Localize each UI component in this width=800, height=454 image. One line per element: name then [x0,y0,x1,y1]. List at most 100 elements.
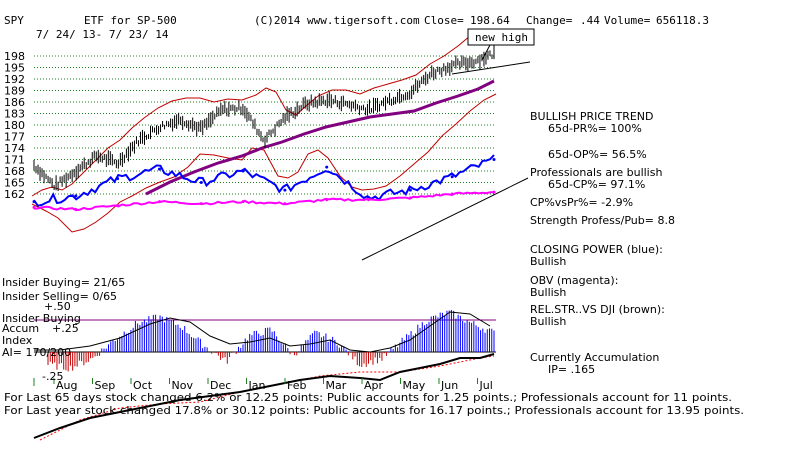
price-tick-label: 162 [4,188,25,201]
series-point [450,175,454,179]
series-point [241,169,245,173]
accumulation-status: Currently Accumulation [530,351,659,364]
rel-strength-status: Bullish [530,315,566,328]
price-tick-label: 171 [4,154,25,167]
new-high-callout: new high [475,31,528,44]
series-point [116,204,120,207]
series-point [450,192,454,196]
series-point [74,194,78,198]
accumulation-index-ai: AI= 170/200 [2,346,71,359]
insider-buying-count: Insider Buying= 21/65 [2,276,125,289]
series-point [241,200,245,204]
new-high-pointer [481,44,491,61]
closing-power-points [32,158,496,204]
closing-power-label: CLOSING POWER (blue): [530,243,663,256]
price-tick-label: 195 [4,62,25,75]
pr-percent: 65d-PR%= 100% [548,122,642,135]
cp-vs-pr: CP%vsPr%= -2.9% [530,196,633,209]
rel-strength-label: REL.STR..VS DJI (brown): [530,303,665,316]
series-point [367,198,371,202]
price-tick-label: 189 [4,85,25,98]
month-tick-label: Jul [479,379,493,392]
accum-title-accum: Accum [2,322,39,335]
series-point [408,196,412,200]
footer-year-summary: For Last year stock changed 17.8% or 30.… [4,404,744,417]
accum-title-insider-buying: Insider Buying [2,312,81,325]
series-point [157,200,161,204]
month-tick-label: Aug [56,379,77,392]
price-trend-line [451,61,531,75]
series-point [32,200,36,204]
price-trend-status: BULLISH PRICE TREND [530,110,654,123]
series-point [325,165,329,169]
series-point [199,202,203,206]
change-value: .44 [580,14,600,27]
strength-profess-pub: Strength Profess/Pub= 8.8 [530,214,675,227]
copyright: (C)2014 www.tigersoft.com [254,14,420,27]
series-point [74,207,78,211]
rel-strength-black-line [33,353,495,439]
footer-65-day-summary: For Last 65 days stock changed 6.2% or 1… [4,391,732,404]
series-point [408,188,412,192]
month-tick-label: Mar [326,379,347,392]
lower-band [31,93,497,233]
month-tick-label: Oct [133,379,153,392]
etf-label: ETF for SP-500 [84,14,177,27]
volume-label: Volume= [604,14,651,27]
price-tick-label: 168 [4,165,25,178]
price-tick-label: 186 [4,96,25,109]
accum-plus-25-label: +.25 [52,322,79,335]
accumulation-histogram [47,310,495,372]
moving-average-line [145,79,495,196]
insider-selling-count: Insider Selling= 0/65 [2,290,117,303]
change-label: Change= [526,14,573,27]
obv-points [32,190,496,211]
obv-label: OBV (magenta): [530,274,618,287]
series-point [283,202,287,206]
series-point [283,188,287,192]
price-tick-label: 183 [4,108,25,121]
series-point [32,205,36,209]
accum-minus-25-label: -.25 [42,370,63,383]
ip-value: IP= .165 [548,363,595,376]
price-bars [33,45,495,191]
new-high-callout-box [467,28,535,46]
series-point [116,177,120,181]
accum-plus-50-label: +.50 [44,300,71,313]
price-tick-label: 198 [4,50,25,63]
volume-value: 656118.3 [656,14,709,27]
price-tick-label: 174 [4,142,25,155]
series-point [157,167,161,171]
close-label: Close= [424,14,464,27]
closing-power-status: Bullish [530,255,566,268]
closing-power-line [33,154,495,207]
accum-title-index: Index [2,334,33,347]
series-point [199,181,203,184]
month-axis: Aug Sep Oct Nov Dec Jan Feb Mar Apr May Jun Jul [53,378,493,392]
month-tick-label: Nov [172,379,194,392]
price-tick-label: 192 [4,73,25,86]
obv-line [33,191,494,212]
month-tick-label: Dec [210,379,231,392]
series-point [492,190,496,194]
month-tick-label: May [403,379,426,392]
price-tick-label: 180 [4,119,25,132]
op-percent: 65d-OP%= 56.5% [548,148,647,161]
month-tick-label: Sep [95,379,116,392]
close-value: 198.64 [470,14,510,27]
series-point [325,198,329,202]
price-tick-label: 165 [4,177,25,190]
month-tick-label: Feb [287,379,306,392]
cp-percent: 65d-CP%= 97.1% [548,178,645,191]
date-range: 7/ 24/ 13- 7/ 23/ 14 [36,28,169,41]
obv-status: Bullish [530,286,566,299]
price-tick-label: 177 [4,131,25,144]
closing-power-trend-line [361,177,529,261]
ticker-symbol: SPY [4,14,24,27]
series-point [492,158,496,161]
month-tick-label: Jun [440,379,458,392]
month-tick-label: Apr [364,379,384,392]
